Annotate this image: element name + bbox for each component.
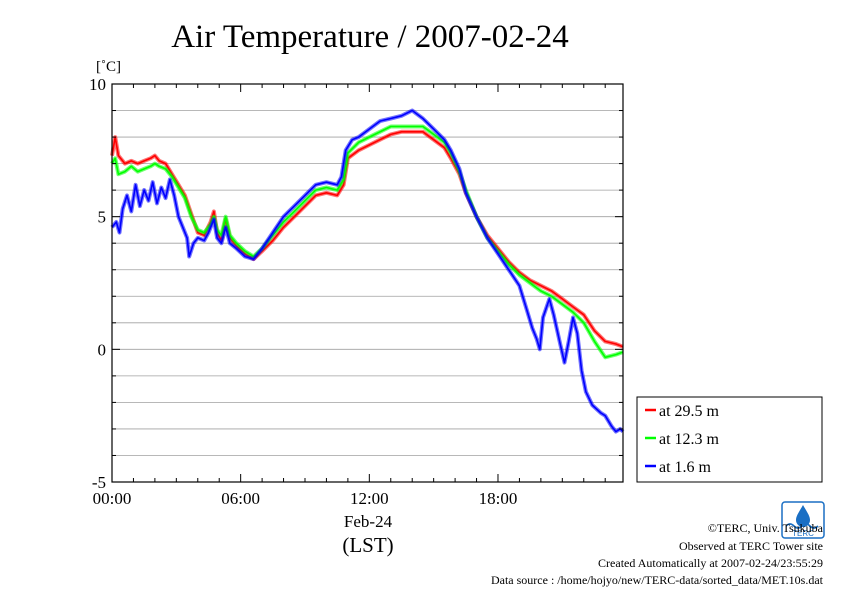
x-axis-timezone-label: (LST) <box>342 533 393 557</box>
footer-credit: ©TERC, Univ. Tsukuba <box>708 521 824 535</box>
chart-title: Air Temperature / 2007-02-24 <box>171 19 569 55</box>
y-tick-label: 0 <box>98 340 107 359</box>
footer-source: Data source : /home/hojyo/new/TERC-data/… <box>491 573 824 587</box>
y-axis-ticks: 10 5 0 -5 <box>89 75 623 492</box>
series-line-2 <box>111 109 624 433</box>
x-tick-label: 12:00 <box>350 489 389 508</box>
y-axis-unit: [˚C] <box>96 59 121 75</box>
legend-label: at 12.3 m <box>659 431 720 448</box>
x-tick-label: 00:00 <box>93 489 132 508</box>
footer-site: Observed at TERC Tower site <box>679 539 823 553</box>
series-line-halo-2 <box>110 108 625 434</box>
y-tick-label: -5 <box>92 473 106 492</box>
logo-text: TERC <box>792 529 814 538</box>
x-axis-ticks: 00:00 06:00 12:00 18:00 <box>93 84 606 508</box>
footer-created: Created Automatically at 2007-02-24/23:5… <box>598 556 823 570</box>
terc-logo: TERC <box>781 501 825 539</box>
water-drop-icon <box>796 505 810 527</box>
legend-box <box>636 396 823 483</box>
wave-icon <box>785 523 819 529</box>
y-tick-label: 5 <box>98 208 107 227</box>
legend-label: at 29.5 m <box>659 403 720 420</box>
y-tick-label: 10 <box>89 75 106 94</box>
x-tick-label: 18:00 <box>479 489 518 508</box>
grid-lines <box>112 110 623 456</box>
series-lines <box>110 108 625 434</box>
series-line-1 <box>111 125 624 359</box>
legend-label: at 1.6 m <box>659 459 712 476</box>
plot-frame <box>111 83 624 483</box>
x-axis-date-label: Feb-24 <box>344 512 393 531</box>
legend: at 29.5 m at 12.3 m at 1.6 m <box>636 396 823 483</box>
x-tick-label: 06:00 <box>221 489 260 508</box>
